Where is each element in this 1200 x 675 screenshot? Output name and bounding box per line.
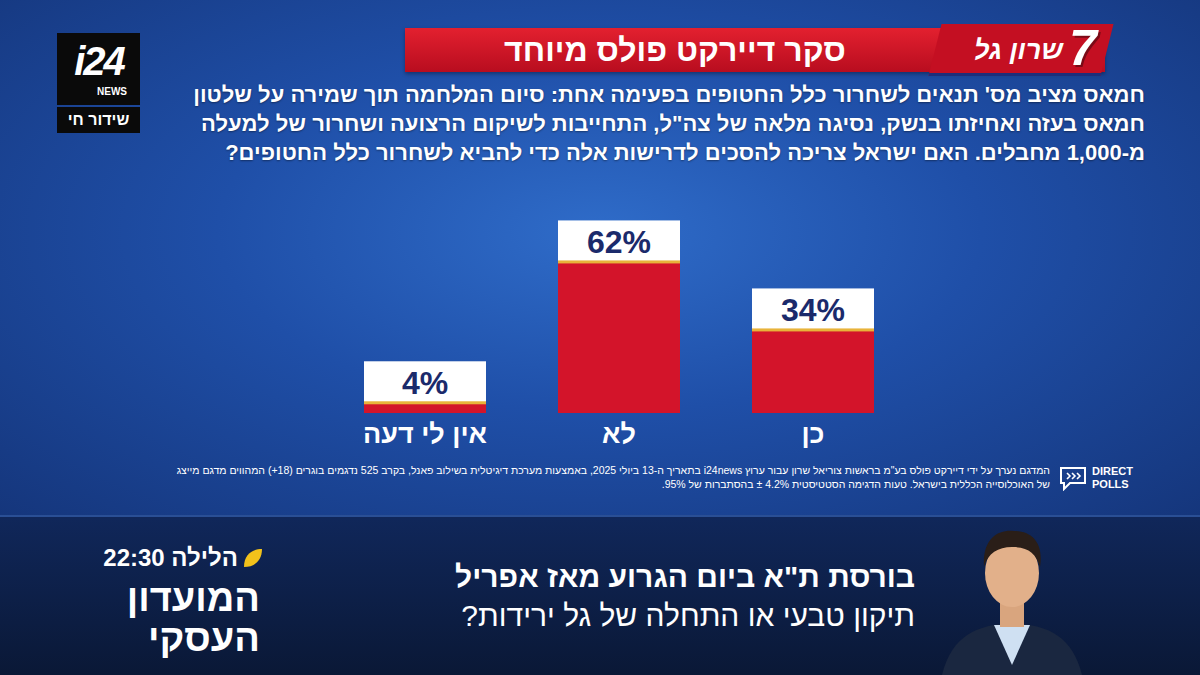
logo-brand: i24 [63,39,135,83]
bar [558,262,680,413]
category-label: לא [602,419,636,449]
category-label: כן [801,419,824,449]
show-name: המועדון העסקי [60,578,260,662]
ticker-subline: תיקון טבעי או התחלה של גל ירידות? [290,597,915,635]
label-box [364,361,486,403]
category-label: אין לי דעה [363,419,487,449]
page: i24 NEWS שידור חי סקר דיירקט פולס מיוחד שרון… [0,0,1200,675]
live-tag: שידור חי [57,107,140,133]
channel-logo: i24 NEWS [57,33,140,105]
shirt [994,625,1030,665]
ticker-headline: בורסת ת"א ביום הגרוע מאז אפריל [290,558,915,596]
host-logo-number: 7 [1062,20,1104,76]
bars [364,262,874,413]
label-box [558,220,680,262]
hair [984,531,1041,567]
pollster-icon [1058,465,1088,491]
question: חמאס מציב מס' תנאים לשחרור כלל החטופים ב… [150,80,1145,205]
pollster-line1: DIRECT [1092,465,1152,478]
chart-svg: 34% כן 62% לא 4% אין לי דעה [0,0,1200,515]
leaf-shape [244,549,262,567]
pollster-logo: DIRECTPOLLS [1058,463,1153,493]
bar [752,330,874,413]
promo-leaf [242,547,264,569]
label-box-edge [558,260,680,263]
label-box [752,288,874,330]
data-label: 4% [402,365,448,401]
data-label: 34% [781,292,845,328]
icon-bubble [1061,468,1085,489]
footnote: המדגם נערך על ידי דיירקט פולס בע"מ בראשו… [170,463,1050,495]
label-box-edge [752,328,874,331]
suit [942,623,1082,675]
data-label: 62% [587,224,651,260]
labels: 34% כן 62% לא 4% אין לי דעה [363,220,874,449]
logo-sub: NEWS [97,85,137,99]
bar [364,403,486,413]
host-logo-name: שרון גל [945,30,1063,70]
title: סקר דיירקט פולס מיוחד [420,28,930,72]
presenter [932,515,1092,675]
show-time: הלילה 22:30 [40,543,238,573]
label-box-edge [364,401,486,404]
pollster-line2: POLLS [1092,478,1152,491]
icon-arrows [1067,473,1080,479]
